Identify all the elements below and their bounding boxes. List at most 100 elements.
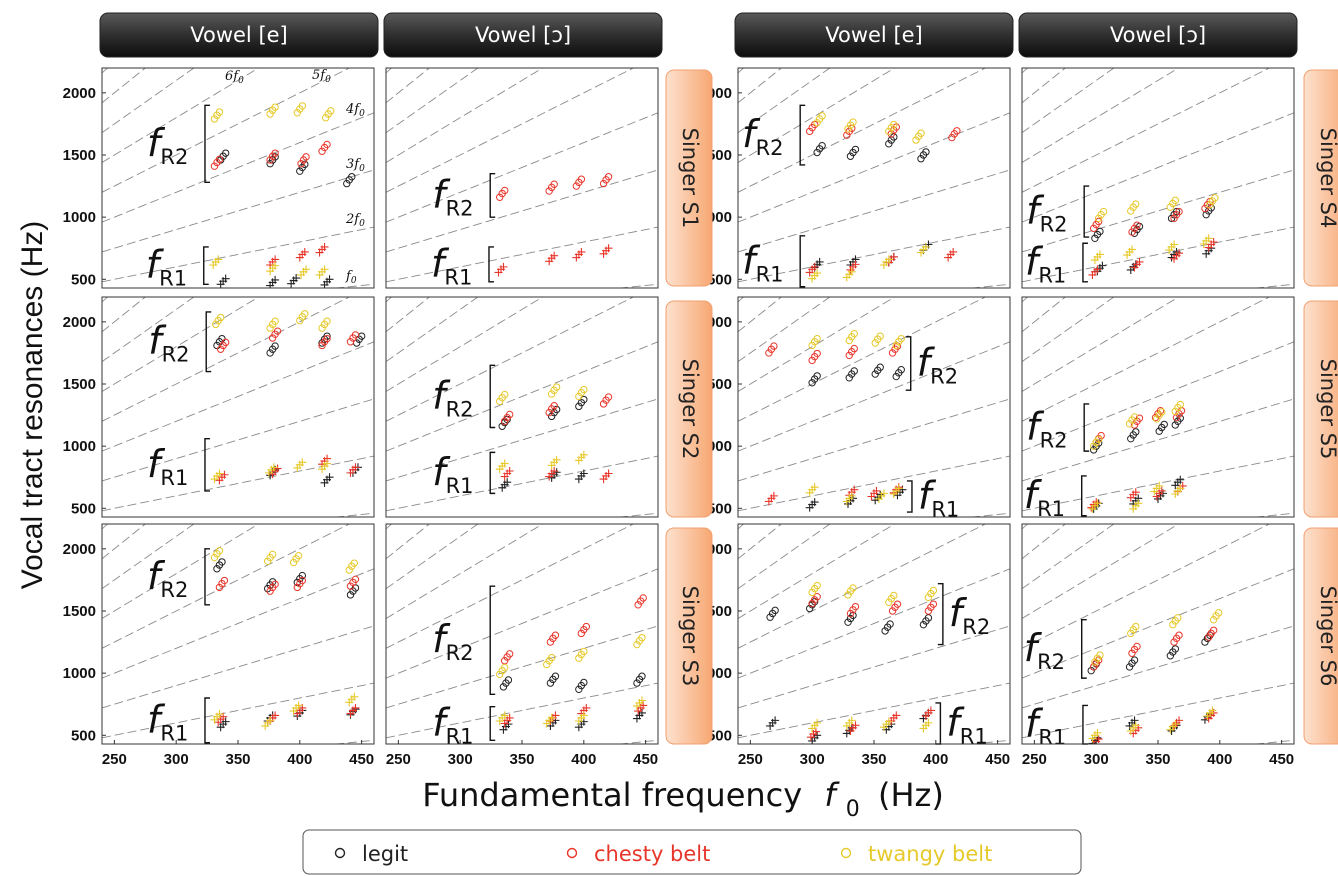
data-points [766, 581, 938, 744]
harmonic-line-2 [102, 226, 374, 283]
y-tick-label: 2000 [63, 85, 96, 102]
harmonic-line-5 [386, 68, 635, 193]
r2-point-chesty [500, 417, 509, 425]
r1-point-twangy [500, 459, 509, 468]
resonance-subscript: R2 [1040, 429, 1068, 453]
singer-tab-6 [1303, 527, 1338, 745]
resonance-subscript: R1 [160, 721, 188, 745]
r1-point-chesty [499, 262, 508, 271]
r2-point-twangy [294, 551, 303, 560]
r2-point-chesty [1133, 221, 1141, 229]
r1-label: fR1 [1025, 702, 1066, 750]
r1-point-twangy [215, 469, 224, 478]
r1-point-legit [771, 716, 780, 725]
r2-point-chesty [1135, 414, 1144, 422]
harmonic-line-4 [738, 568, 1010, 679]
harmonic-line-5 [738, 524, 987, 649]
harmonic-line-8 [738, 524, 782, 560]
harmonic-line-2 [386, 226, 658, 283]
r2-point-chesty [323, 334, 331, 343]
r1-bracket [489, 706, 496, 741]
harmonic-line-5 [102, 524, 351, 649]
harmonic-line-3 [386, 169, 658, 253]
r2-point-chesty [953, 127, 961, 135]
resonance-subscript: R1 [159, 267, 187, 291]
r2-point-legit [551, 672, 560, 680]
harmonic-line-7 [738, 297, 831, 363]
r1-point-twangy [884, 717, 893, 726]
r1-bracket [203, 246, 209, 285]
r2-point-chesty [323, 140, 331, 149]
x-tick-label: 300 [448, 751, 473, 768]
r2-point-twangy [296, 316, 304, 325]
r2-point-twangy [808, 341, 816, 350]
r2-point-legit [218, 558, 226, 566]
r2-point-chesty [1151, 413, 1160, 422]
data-points [495, 383, 613, 492]
r1-point-twangy [323, 459, 332, 468]
r2-point-twangy [575, 392, 583, 401]
x-tick-label: 450 [985, 751, 1010, 768]
harmonic-line-4 [1022, 568, 1294, 679]
x-axis-label: Fundamental frequency f 0 (Hz) [422, 776, 944, 824]
harmonic-subscript: 0 [351, 276, 357, 286]
r2-point-legit [892, 372, 900, 381]
r2-point-legit [897, 366, 905, 374]
x-tick-label: 400 [923, 751, 948, 768]
r2-point-chesty [582, 622, 591, 631]
r2-point-chesty [1094, 656, 1103, 664]
r1-point-twangy [1208, 706, 1217, 715]
r2-point-chesty [1170, 214, 1178, 223]
r2-point-twangy [289, 558, 298, 567]
harmonic-line-3 [738, 625, 1010, 709]
r1-point-legit [1130, 716, 1139, 725]
r1-point-twangy [924, 718, 933, 727]
r1-label: fR1 [146, 243, 187, 291]
r1-point-legit [815, 257, 824, 266]
r1-point-twangy [320, 265, 329, 274]
x-tick-label: 450 [349, 751, 374, 768]
r2-point-chesty [1175, 207, 1183, 216]
harmonic-lines [102, 68, 374, 288]
r2-bracket [204, 548, 210, 606]
r2-point-chesty [496, 193, 504, 201]
x-tick-label: 450 [1269, 751, 1294, 768]
harmonic-line-4 [738, 341, 1010, 452]
r2-point-chesty [346, 582, 355, 590]
r2-point-twangy [263, 557, 272, 565]
r2-point-chesty [924, 607, 933, 615]
r1-point-legit [292, 274, 301, 283]
legend-marker-2 [566, 847, 578, 859]
harmonic-lines [386, 68, 658, 288]
r2-point-legit [922, 148, 930, 156]
r1-point-legit [504, 720, 513, 729]
r2-point-chesty [1133, 642, 1141, 651]
r2-point-chesty [599, 400, 608, 408]
column-header-label: Vowel [ɔ] [1110, 23, 1206, 47]
r2-point-twangy [813, 334, 821, 343]
x-tick-label: 300 [164, 751, 189, 768]
r1-point-chesty [949, 247, 958, 256]
r2-label: fR2 [742, 112, 783, 160]
x-tick-label: 450 [633, 751, 658, 768]
r2-point-twangy [1132, 200, 1140, 208]
r2-point-chesty [546, 638, 555, 646]
r2-point-twangy [1174, 614, 1182, 622]
r2-point-legit [499, 683, 508, 691]
r2-point-twangy [1127, 629, 1135, 638]
harmonic-line-10 [386, 226, 658, 499]
harmonic-line-6 [738, 297, 896, 392]
resonance-subscript: R1 [444, 265, 472, 289]
x-tick-label: 350 [509, 751, 534, 768]
harmonic-line-6 [102, 68, 260, 163]
singer-tab-1 [665, 69, 713, 287]
harmonic-label: 4f0 [345, 102, 365, 119]
r2-point-chesty [850, 344, 858, 353]
data-points [210, 547, 360, 732]
harmonic-symbol: f [319, 68, 327, 83]
r2-point-chesty [1089, 663, 1098, 671]
r1-point-chesty [926, 706, 935, 715]
panel-3: fR1 fR2 500 1000 1500 2000 [63, 296, 375, 518]
harmonic-line-3 [1022, 169, 1294, 253]
harmonic-number: 2 [345, 212, 354, 227]
